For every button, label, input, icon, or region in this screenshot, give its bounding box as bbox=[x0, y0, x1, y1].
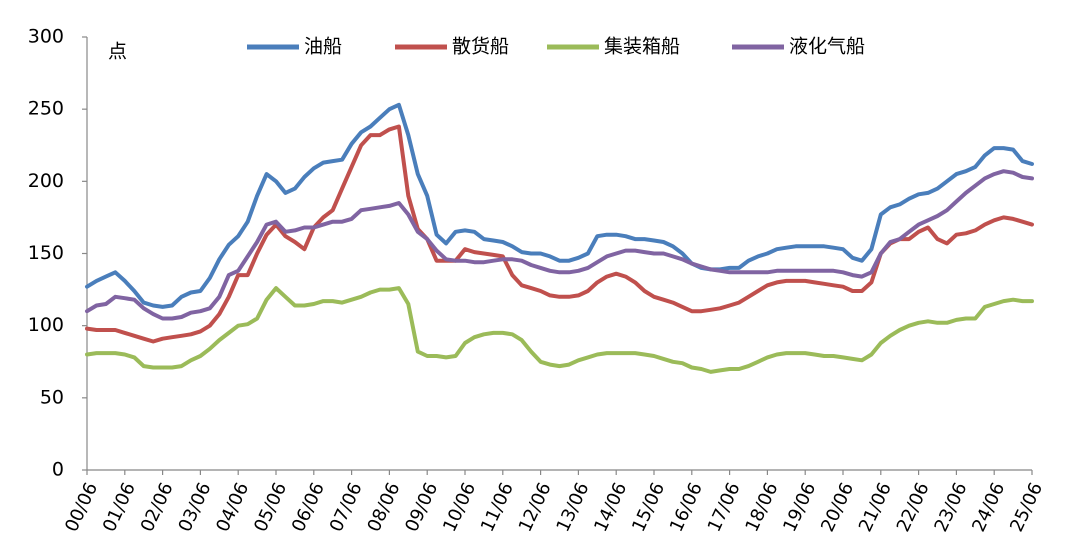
x-tick-label: 21/06 bbox=[855, 479, 896, 535]
x-tick-label: 08/06 bbox=[364, 479, 405, 535]
x-tick-label: 06/06 bbox=[288, 479, 329, 535]
x-tick-label: 18/06 bbox=[742, 479, 783, 535]
x-tick-label: 10/06 bbox=[439, 479, 480, 535]
x-tick-label: 01/06 bbox=[99, 479, 140, 535]
y-tick-label: 250 bbox=[28, 98, 64, 120]
x-tick-label: 16/06 bbox=[666, 479, 707, 535]
legend-label: 油船 bbox=[304, 36, 342, 58]
series-line bbox=[85, 102, 1034, 309]
x-tick-label: 14/06 bbox=[590, 479, 631, 535]
x-tick-label: 03/06 bbox=[175, 479, 216, 535]
series-line bbox=[85, 169, 1034, 321]
x-tick-label: 23/06 bbox=[931, 479, 972, 535]
x-tick-label: 04/06 bbox=[212, 479, 253, 535]
x-tick-label: 07/06 bbox=[326, 479, 367, 535]
y-tick-label: 300 bbox=[28, 26, 64, 48]
x-tick-label: 05/06 bbox=[250, 479, 291, 535]
series-line bbox=[85, 124, 1034, 344]
x-tick-label: 02/06 bbox=[137, 479, 178, 535]
y-tick-label: 150 bbox=[28, 242, 64, 264]
x-tick-label: 00/06 bbox=[61, 479, 102, 535]
x-tick-label: 15/06 bbox=[628, 479, 669, 535]
y-tick-label: 0 bbox=[52, 459, 64, 481]
legend-label: 散货船 bbox=[452, 36, 509, 58]
x-tick-label: 22/06 bbox=[893, 479, 934, 535]
legend-label: 集装箱船 bbox=[604, 36, 680, 58]
x-tick-label: 17/06 bbox=[704, 479, 745, 535]
x-tick-label: 09/06 bbox=[401, 479, 442, 535]
legend-label: 液化气船 bbox=[789, 36, 865, 58]
x-tick-label: 19/06 bbox=[779, 479, 820, 535]
x-tick-label: 20/06 bbox=[817, 479, 858, 535]
x-tick-label: 11/06 bbox=[477, 479, 518, 535]
x-tick-label: 12/06 bbox=[515, 479, 556, 535]
x-tick-label: 25/06 bbox=[1006, 479, 1047, 535]
y-tick-label: 200 bbox=[28, 170, 64, 192]
x-tick-label: 13/06 bbox=[553, 479, 594, 535]
x-tick-label: 24/06 bbox=[968, 479, 1009, 535]
y-tick-label: 50 bbox=[40, 386, 64, 408]
y-axis-label: 点 bbox=[108, 41, 127, 63]
series-line bbox=[85, 286, 1034, 374]
y-tick-label: 100 bbox=[28, 314, 64, 336]
